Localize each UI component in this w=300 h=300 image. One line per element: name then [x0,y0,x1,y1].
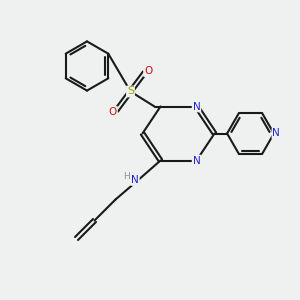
Text: N: N [131,175,139,185]
Text: N: N [272,128,280,139]
Text: N: N [193,155,200,166]
Text: H: H [123,172,129,181]
Text: O: O [109,107,117,117]
Text: N: N [193,101,200,112]
Text: O: O [144,66,152,76]
Text: S: S [127,86,134,97]
